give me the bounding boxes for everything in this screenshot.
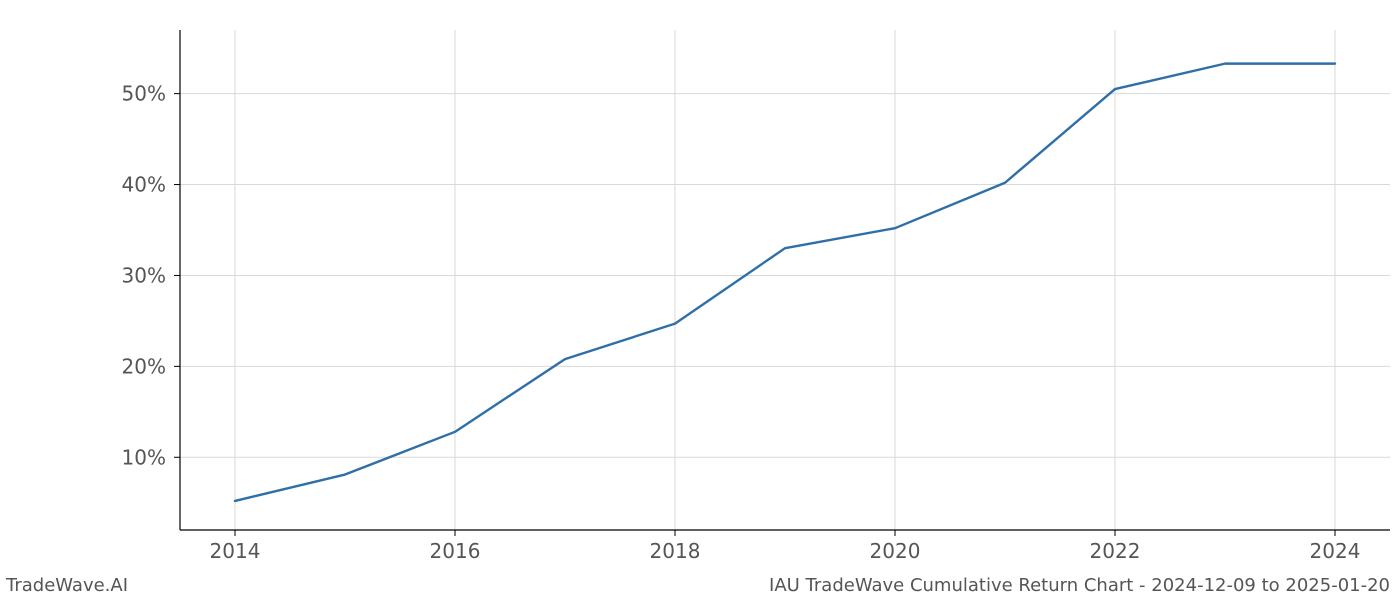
svg-text:2020: 2020 xyxy=(870,539,921,563)
svg-text:50%: 50% xyxy=(122,82,166,106)
svg-text:20%: 20% xyxy=(122,354,166,378)
svg-text:2016: 2016 xyxy=(430,539,481,563)
svg-text:2014: 2014 xyxy=(210,539,261,563)
line-chart: 2014 2016 2018 2020 2022 2024 10% 20% 30% 40% 50% xyxy=(0,0,1400,600)
svg-text:2022: 2022 xyxy=(1090,539,1141,563)
svg-text:2024: 2024 xyxy=(1310,539,1361,563)
svg-text:30%: 30% xyxy=(122,263,166,287)
svg-text:40%: 40% xyxy=(122,173,166,197)
svg-text:2018: 2018 xyxy=(650,539,701,563)
svg-text:10%: 10% xyxy=(122,445,166,469)
chart-container: 20142016201820202022202410%20%30%40%50% … xyxy=(0,0,1400,600)
